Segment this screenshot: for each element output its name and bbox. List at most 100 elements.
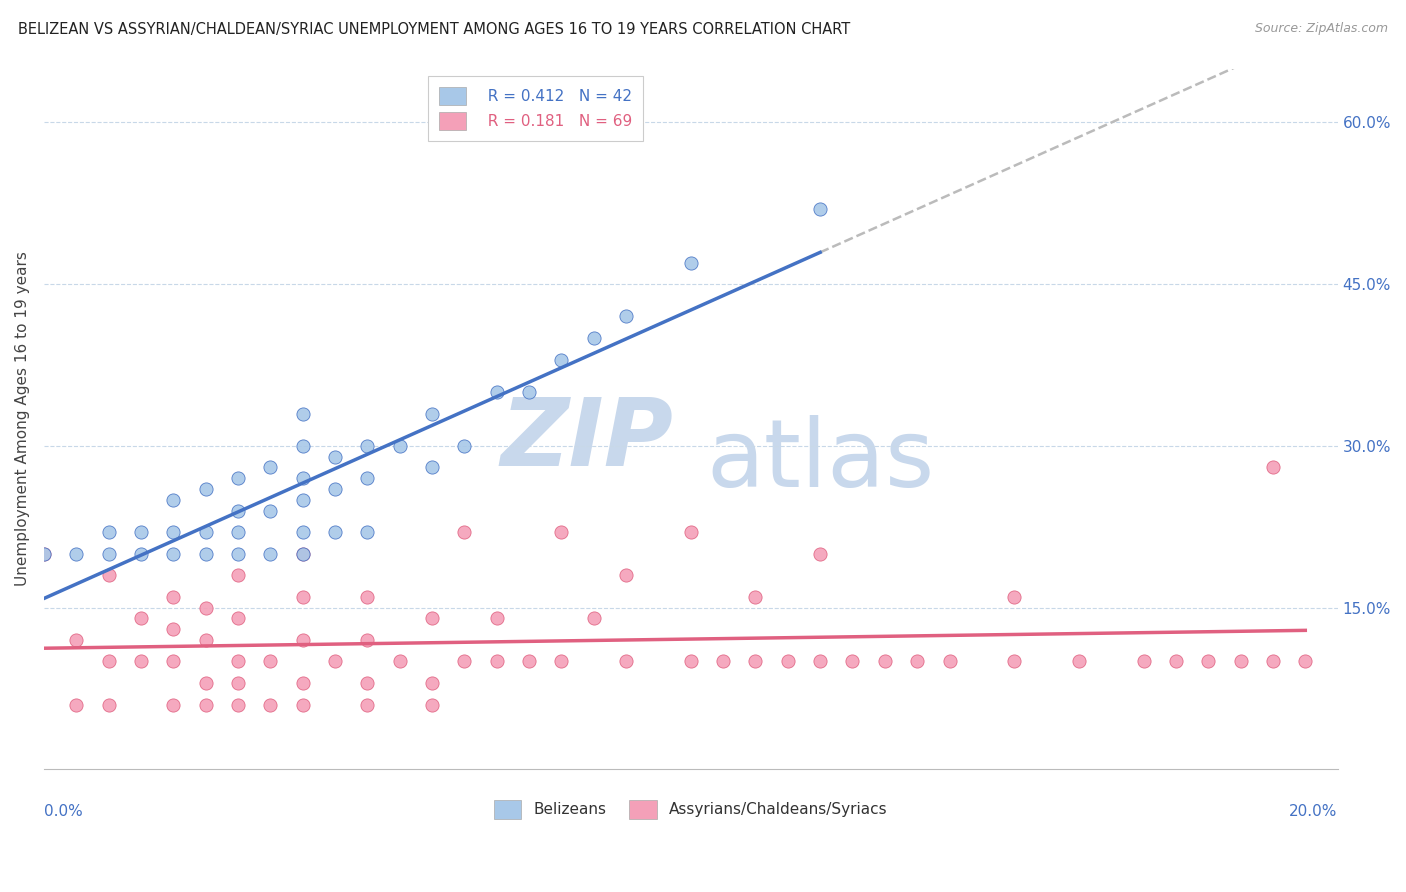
Point xyxy=(1294,655,1316,669)
Point xyxy=(356,590,378,604)
Point xyxy=(162,622,184,636)
Point xyxy=(162,547,184,561)
Point xyxy=(938,655,960,669)
Point xyxy=(485,655,508,669)
Point xyxy=(226,676,249,690)
Point xyxy=(905,655,928,669)
Point xyxy=(1132,655,1154,669)
Point xyxy=(259,698,281,712)
Point xyxy=(1261,460,1284,475)
Point xyxy=(614,568,637,582)
Point xyxy=(582,331,605,345)
Point xyxy=(1164,655,1187,669)
Point xyxy=(711,655,734,669)
Point xyxy=(226,471,249,485)
Point xyxy=(291,492,314,507)
Point xyxy=(388,655,411,669)
Point xyxy=(614,655,637,669)
Point xyxy=(1067,655,1090,669)
Point xyxy=(194,547,217,561)
Point xyxy=(97,698,120,712)
Point xyxy=(162,698,184,712)
Point xyxy=(517,655,540,669)
Point xyxy=(97,525,120,540)
Point xyxy=(356,439,378,453)
Point xyxy=(1002,590,1025,604)
Point xyxy=(453,525,475,540)
Text: 0.0%: 0.0% xyxy=(44,805,83,820)
Point xyxy=(356,632,378,647)
Point xyxy=(1002,655,1025,669)
Point xyxy=(550,352,572,367)
Point xyxy=(679,525,702,540)
Point xyxy=(291,632,314,647)
Point xyxy=(873,655,896,669)
Point xyxy=(841,655,863,669)
Point xyxy=(808,547,831,561)
Point xyxy=(97,547,120,561)
Point xyxy=(129,655,152,669)
Text: Source: ZipAtlas.com: Source: ZipAtlas.com xyxy=(1254,22,1388,36)
Point xyxy=(485,611,508,625)
Point xyxy=(323,450,346,464)
Point xyxy=(194,632,217,647)
Text: ZIP: ZIP xyxy=(501,394,673,486)
Point xyxy=(356,676,378,690)
Point xyxy=(129,525,152,540)
Point xyxy=(453,655,475,669)
Point xyxy=(291,547,314,561)
Point xyxy=(226,698,249,712)
Point xyxy=(259,503,281,517)
Point xyxy=(162,590,184,604)
Point xyxy=(582,611,605,625)
Point xyxy=(550,525,572,540)
Point xyxy=(420,611,443,625)
Point xyxy=(65,547,87,561)
Point xyxy=(291,676,314,690)
Point xyxy=(226,547,249,561)
Legend: Belizeans, Assyrians/Chaldeans/Syriacs: Belizeans, Assyrians/Chaldeans/Syriacs xyxy=(488,794,894,825)
Point xyxy=(744,655,766,669)
Point xyxy=(356,698,378,712)
Point xyxy=(776,655,799,669)
Point xyxy=(226,655,249,669)
Point xyxy=(194,698,217,712)
Point xyxy=(65,632,87,647)
Point xyxy=(162,525,184,540)
Point xyxy=(808,655,831,669)
Point xyxy=(291,439,314,453)
Point xyxy=(323,525,346,540)
Point xyxy=(485,384,508,399)
Point xyxy=(1261,655,1284,669)
Point xyxy=(226,525,249,540)
Point xyxy=(679,255,702,269)
Point xyxy=(808,202,831,216)
Point xyxy=(97,655,120,669)
Point xyxy=(550,655,572,669)
Point xyxy=(291,698,314,712)
Point xyxy=(1229,655,1251,669)
Text: 20.0%: 20.0% xyxy=(1289,805,1337,820)
Point xyxy=(162,655,184,669)
Point xyxy=(679,655,702,669)
Point xyxy=(162,492,184,507)
Point xyxy=(259,460,281,475)
Y-axis label: Unemployment Among Ages 16 to 19 years: Unemployment Among Ages 16 to 19 years xyxy=(15,252,30,586)
Point xyxy=(194,482,217,496)
Point xyxy=(291,525,314,540)
Point xyxy=(453,439,475,453)
Point xyxy=(226,611,249,625)
Point xyxy=(32,547,55,561)
Point xyxy=(65,698,87,712)
Point xyxy=(323,655,346,669)
Point xyxy=(291,471,314,485)
Point xyxy=(420,407,443,421)
Point xyxy=(356,525,378,540)
Point xyxy=(226,503,249,517)
Point xyxy=(194,600,217,615)
Point xyxy=(291,590,314,604)
Text: BELIZEAN VS ASSYRIAN/CHALDEAN/SYRIAC UNEMPLOYMENT AMONG AGES 16 TO 19 YEARS CORR: BELIZEAN VS ASSYRIAN/CHALDEAN/SYRIAC UNE… xyxy=(18,22,851,37)
Point xyxy=(420,698,443,712)
Point xyxy=(291,547,314,561)
Point xyxy=(517,384,540,399)
